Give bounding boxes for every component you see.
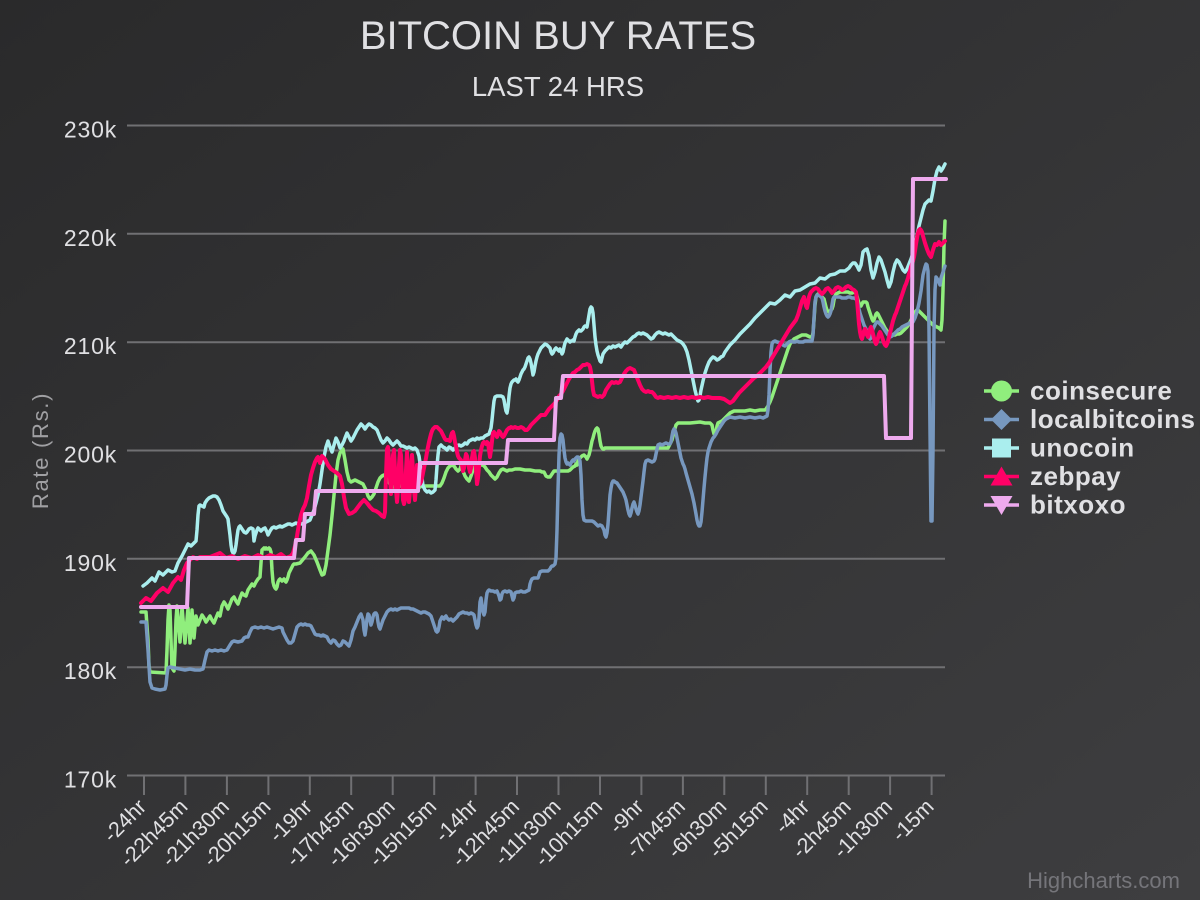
svg-text:unocoin: unocoin [1030, 433, 1135, 463]
svg-text:zebpay: zebpay [1030, 461, 1121, 491]
svg-text:-15m: -15m [887, 795, 939, 847]
svg-text:180k: 180k [64, 658, 117, 684]
svg-text:200k: 200k [64, 442, 117, 468]
svg-text:190k: 190k [64, 550, 117, 576]
svg-text:LAST 24 HRS: LAST 24 HRS [472, 71, 644, 102]
svg-text:Rate (Rs.): Rate (Rs.) [28, 392, 53, 509]
svg-text:210k: 210k [64, 333, 117, 359]
svg-text:230k: 230k [64, 117, 117, 143]
svg-text:Highcharts.com: Highcharts.com [1027, 868, 1180, 893]
svg-text:220k: 220k [64, 225, 117, 251]
svg-text:localbitcoins: localbitcoins [1030, 404, 1195, 434]
svg-text:170k: 170k [64, 767, 117, 793]
svg-text:coinsecure: coinsecure [1030, 376, 1172, 406]
svg-text:BITCOIN BUY RATES: BITCOIN BUY RATES [360, 14, 756, 58]
svg-text:bitxoxo: bitxoxo [1030, 490, 1126, 520]
